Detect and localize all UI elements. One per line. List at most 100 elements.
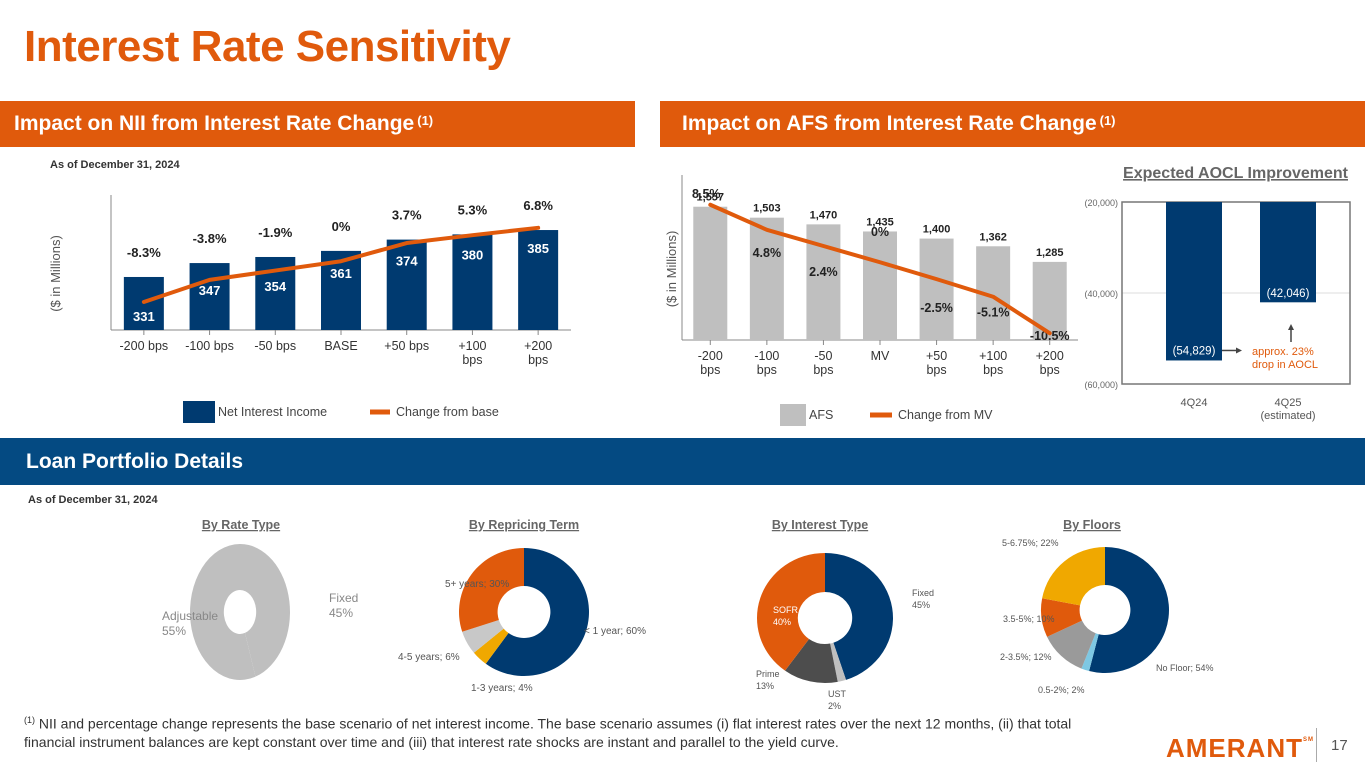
pie-interest_type <box>757 553 893 683</box>
x-tick-label: +100 <box>458 339 486 353</box>
line-value-label: 6.8% <box>523 198 553 213</box>
pie-slice-label: 45% <box>329 606 353 620</box>
pie-slice-label: 55% <box>162 624 186 638</box>
legend-label-bars: AFS <box>809 408 833 422</box>
bar-value-label: 354 <box>264 279 286 294</box>
line-value-label: -8.3% <box>127 245 161 260</box>
pie-slice <box>825 553 893 680</box>
legend-label-bars: Net Interest Income <box>218 405 327 419</box>
pie-slice-label: Fixed <box>329 591 358 605</box>
bar-4q25 <box>1260 202 1316 303</box>
pie-rate_type <box>190 544 291 680</box>
x-tick-label: -50 bps <box>254 339 296 353</box>
pie-slice-label: 40% <box>773 617 791 627</box>
x-tick-label: bps <box>700 363 720 377</box>
pie-slice <box>473 628 509 664</box>
pie-title: By Interest Type <box>772 518 868 532</box>
afs-section-header: Impact on AFS from Interest Rate Change(… <box>660 101 1365 147</box>
arrow-up-head-icon <box>1288 324 1294 330</box>
footnote: (1) NII and percentage change represents… <box>24 711 1124 751</box>
loan-as-of: As of December 31, 2024 <box>28 494 158 506</box>
x-tick-label: -200 bps <box>120 339 169 353</box>
line-value-label: 0% <box>332 219 351 234</box>
x-tick-label: (estimated) <box>1260 410 1315 422</box>
page-number-divider <box>1316 728 1317 762</box>
pie-slice-label: 0.5-2%; 2% <box>1038 685 1085 695</box>
nii-header-text: Impact on NII from Interest Rate Change <box>14 112 415 135</box>
pie-slice-label: 4-5 years; 6% <box>398 652 460 663</box>
bar-value-label: 374 <box>396 254 418 269</box>
line-value-label: 2.4% <box>809 265 838 279</box>
bar-value-label: 1,557 <box>697 192 725 204</box>
pie-slice-label: 45% <box>912 600 930 610</box>
pie-slice <box>1089 547 1170 673</box>
x-tick-label: bps <box>813 363 833 377</box>
pie-slice <box>1081 633 1099 672</box>
aocl-annotation: approx. 23% <box>1252 346 1314 358</box>
x-tick-label: -50 <box>814 349 832 363</box>
bar-value-label: 1,400 <box>923 224 951 236</box>
pie-slice-label: Fixed <box>912 588 934 598</box>
pie-slice-label: Prime <box>756 669 780 679</box>
legend-swatch-bars <box>780 404 806 426</box>
pie-floors <box>1041 547 1170 673</box>
line-value-label: 3.7% <box>392 208 422 223</box>
y-tick-label: (20,000) <box>1084 198 1118 208</box>
pie-slice-label: 1-3 years; 4% <box>471 683 533 694</box>
pie-slice-label: < 1 year; 60% <box>584 626 646 637</box>
nii-chart: ($ in Millions) -200 bps 331 -8.3% -100 bps 3… <box>48 195 571 423</box>
pie-slice-label: 2-3.5%; 12% <box>1000 652 1052 662</box>
x-tick-label: -100 <box>754 349 779 363</box>
line-value-label: -5.1% <box>977 306 1010 320</box>
x-tick-label: BASE <box>324 339 357 353</box>
bar-value-label: 1,362 <box>979 231 1007 243</box>
bar-value-label: 1,435 <box>866 216 894 228</box>
bar-value-label: 1,503 <box>753 203 781 215</box>
pie-slice-label: Adjustable <box>162 609 218 623</box>
line-value-label: 8.5% <box>692 187 721 201</box>
pie-title: By Rate Type <box>202 518 280 532</box>
bar-value-label: 347 <box>199 283 221 298</box>
aocl-annotation: drop in AOCL <box>1252 359 1318 371</box>
loan-header-text: Loan Portfolio Details <box>26 449 244 473</box>
aocl-chart: Expected AOCL Improvement (20,000) (40,000… <box>1084 165 1351 422</box>
footnote-marker: (1) <box>24 715 35 725</box>
bar-4 <box>863 231 897 340</box>
pie-title: By Repricing Term <box>469 518 579 532</box>
bar-value-label: 380 <box>462 247 484 262</box>
bar-value-label: 361 <box>330 266 352 281</box>
legend-swatch-line <box>870 412 892 418</box>
bar-value-label: (54,829) <box>1173 345 1216 357</box>
nii-header-note: (1) <box>417 112 434 128</box>
x-tick-label: bps <box>926 363 946 377</box>
x-tick-label: bps <box>757 363 777 377</box>
line-value-label: 4.8% <box>753 246 782 260</box>
line-value-label: -10.5% <box>1030 329 1070 343</box>
nii-as-of: As of December 31, 2024 <box>50 159 180 171</box>
x-tick-label: 4Q24 <box>1181 397 1208 409</box>
plot-frame <box>1121 201 1351 385</box>
line-series-change-from-mv <box>708 202 1052 336</box>
x-tick-label: MV <box>871 349 890 363</box>
bar-1 <box>693 206 728 340</box>
line-value-label: 0% <box>871 225 889 239</box>
pie-slice <box>785 639 838 683</box>
pie-slice <box>830 642 847 682</box>
x-tick-label: bps <box>462 353 482 367</box>
afs-header-note: (1) <box>1099 112 1116 128</box>
x-tick-label: bps <box>1040 363 1060 377</box>
line-value-label: 5.3% <box>458 202 488 217</box>
x-tick-label: 4Q25 <box>1275 397 1302 409</box>
pie-slice-label: 5-6.75%; 22% <box>1002 538 1059 548</box>
pie-slice-label: 3.5-5%; 10% <box>1003 614 1055 624</box>
line-value-label: -3.8% <box>193 231 227 246</box>
x-tick-label: +200 <box>524 339 552 353</box>
page-number: 17 <box>1331 737 1348 754</box>
pie-title: By Floors <box>1063 518 1121 532</box>
bar-4q24 <box>1166 202 1222 361</box>
bar-value-label: 385 <box>527 241 549 256</box>
y-axis-label: ($ in Millions) <box>664 231 679 308</box>
y-axis-label: ($ in Millions) <box>48 235 63 312</box>
nii-section-header: Impact on NII from Interest Rate Change(… <box>0 101 635 147</box>
